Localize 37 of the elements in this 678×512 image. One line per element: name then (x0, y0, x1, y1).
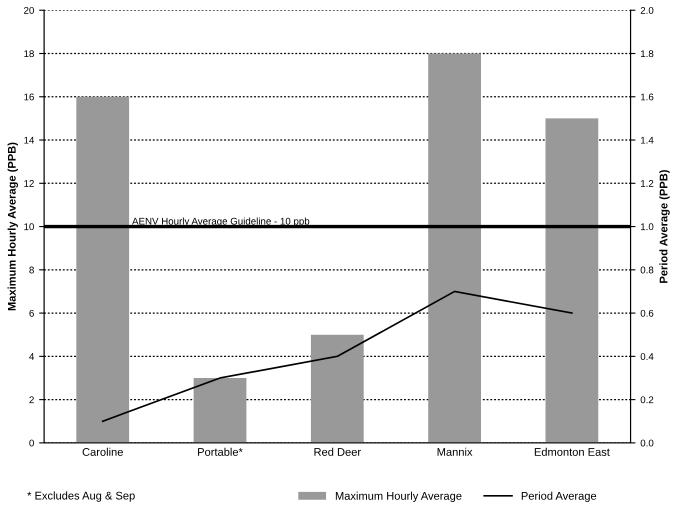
y-tick-label: 20 (24, 6, 34, 14)
legend-label: Maximum Hourly Average (336, 492, 462, 502)
bar (76, 96, 130, 443)
x-tick-label: Edmonton East (534, 448, 610, 456)
x-tick-label: Red Deer (314, 448, 361, 456)
y2-tick-label: 1.6 (641, 94, 654, 100)
legend-label: Period Average (522, 492, 596, 502)
y2-tick-label: 0.2 (640, 396, 654, 404)
y-tick-label: 4 (29, 353, 34, 360)
bar (310, 334, 364, 443)
y2-tick-label: 1.8 (641, 50, 654, 58)
x-tick-label: Portable* (198, 448, 243, 456)
text: * Excludes Aug & Sep (27, 491, 135, 502)
y2-tick-label: 1.4 (641, 136, 654, 144)
y2-tick-label: 0.0 (640, 440, 654, 446)
y2-tick-label: 1.0 (641, 223, 654, 230)
y-tick-label: 2 (29, 396, 34, 404)
y-tick-label: 0 (29, 440, 34, 446)
y2-tick-label: 1.2 (641, 180, 654, 187)
bar (546, 118, 598, 443)
bar (428, 54, 481, 443)
y2-tick-label: 0.6 (640, 310, 654, 317)
x-tick-label: Mannix (438, 448, 472, 456)
y-tick-label: 18 (24, 50, 34, 58)
y2-tick-label: 0.8 (640, 266, 654, 274)
bar (194, 378, 246, 443)
y-tick-label: 12 (24, 180, 34, 187)
y-tick-label: 8 (29, 266, 34, 274)
x-tick-label: Caroline (82, 448, 123, 456)
y-tick-label: 6 (29, 310, 34, 317)
y-axis-title: Maximum Hourly Average (PPB) (8, 142, 18, 310)
y-tick-label: 14 (24, 136, 34, 144)
y-tick-label: 16 (24, 94, 34, 100)
y2-tick-label: 2.0 (640, 6, 654, 14)
y2-axis-title: Period Average (PPB) (659, 170, 670, 283)
y2-tick-label: 0.4 (640, 353, 654, 360)
y-tick-label: 10 (24, 223, 34, 230)
